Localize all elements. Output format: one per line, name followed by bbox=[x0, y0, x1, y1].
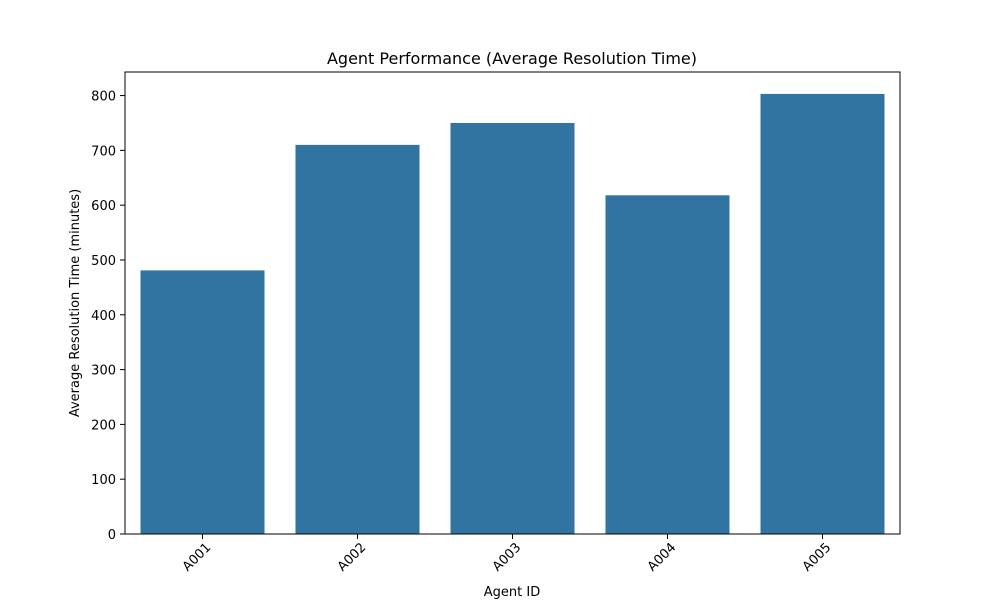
y-tick-label: 600 bbox=[91, 199, 116, 214]
x-tick-label: A001 bbox=[180, 540, 214, 574]
x-axis-label: Agent ID bbox=[484, 585, 540, 600]
bar-a003 bbox=[450, 122, 575, 535]
y-tick-label: 500 bbox=[91, 254, 116, 269]
y-tick-label: 200 bbox=[91, 418, 116, 433]
y-tick-label: 300 bbox=[91, 364, 116, 379]
x-tick-label: A004 bbox=[645, 540, 679, 574]
y-tick-label: 0 bbox=[108, 528, 116, 543]
y-tick-label: 400 bbox=[91, 309, 116, 324]
y-axis: 0 100 200 300 400 500 600 700 800 bbox=[91, 90, 125, 543]
x-tick-label: A005 bbox=[800, 540, 834, 574]
bar-a001 bbox=[140, 270, 265, 534]
plot-frame bbox=[124, 71, 901, 535]
x-tick-label: A002 bbox=[335, 540, 369, 574]
bar-a002 bbox=[295, 144, 420, 534]
x-axis: A001 A002 A003 A004 A005 bbox=[180, 534, 834, 575]
y-tick-label: 100 bbox=[91, 473, 116, 488]
bar-a005 bbox=[760, 93, 885, 535]
bars-group bbox=[140, 93, 885, 535]
y-axis-label: Average Resolution Time (minutes) bbox=[68, 189, 83, 417]
bar-a004 bbox=[605, 195, 730, 534]
chart-title: Agent Performance (Average Resolution Ti… bbox=[327, 49, 697, 68]
x-tick-label: A003 bbox=[490, 540, 524, 574]
y-tick-label: 800 bbox=[91, 90, 116, 105]
y-tick-label: 700 bbox=[91, 144, 116, 159]
